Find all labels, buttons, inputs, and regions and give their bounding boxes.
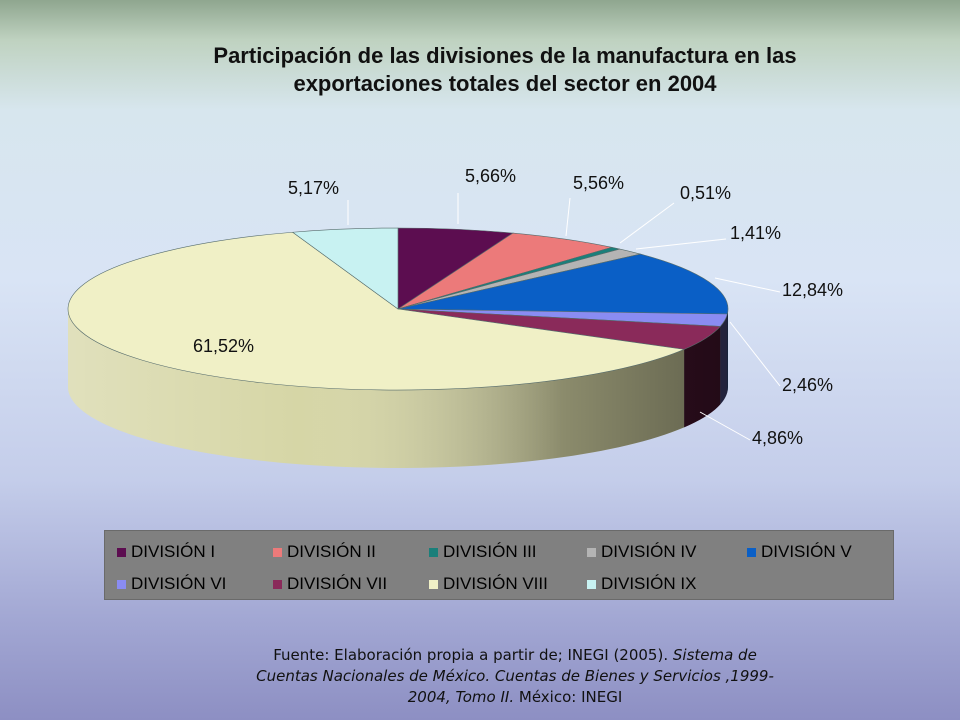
pie-data-labels: 5,66% 5,56% 0,51% 1,41% 12,84% 2,46% 4,86% 61,5… [193, 166, 843, 448]
legend-label: DIVISIÓN I [131, 542, 216, 561]
legend-item-division-i: DIVISIÓN I [117, 542, 215, 562]
pie-sides [68, 309, 728, 468]
data-label-division-ii: 5,56% [573, 173, 624, 193]
legend-item-division-vii: DIVISIÓN VII [273, 574, 387, 594]
legend-swatch [587, 579, 596, 589]
legend-swatch [273, 547, 282, 557]
leader-line-division-vii [699, 411, 751, 441]
legend-item-division-iv: DIVISIÓN IV [587, 542, 696, 562]
legend-swatch [117, 547, 126, 557]
chart-title-line-1: Participación de las divisiones de la ma… [213, 43, 797, 68]
pie-slice-division-v [397, 253, 729, 315]
leader-line-division-vi [729, 321, 781, 387]
legend-swatch [747, 547, 756, 557]
data-label-division-v: 12,84% [782, 280, 843, 300]
data-label-division-vi: 2,46% [782, 375, 833, 395]
legend-item-division-ix: DIVISIÓN IX [587, 574, 696, 594]
legend-swatch [429, 579, 438, 589]
chart-title: Participación de las divisiones de la ma… [120, 42, 890, 98]
legend: DIVISIÓN I DIVISIÓN II DIVISIÓN III DIVISIÓ… [104, 530, 894, 600]
legend-item-division-ii: DIVISIÓN II [273, 542, 376, 562]
data-label-division-i: 5,66% [465, 166, 516, 186]
leader-line-division-ii [565, 197, 571, 237]
data-label-division-iv: 1,41% [730, 223, 781, 243]
legend-swatch [273, 579, 282, 589]
legend-label: DIVISIÓN VIII [443, 574, 548, 593]
legend-label: DIVISIÓN IV [601, 542, 697, 561]
source-line3-b: México: INEGI [514, 688, 623, 706]
legend-swatch [117, 579, 126, 589]
data-label-division-vii: 4,86% [752, 428, 803, 448]
source-line1-b: Sistema de [672, 646, 757, 664]
source-line1-a: Fuente: Elaboración propia a partir de; … [273, 646, 673, 664]
legend-item-division-viii: DIVISIÓN VIII [429, 574, 548, 594]
pie-side-shading [68, 309, 728, 468]
leader-line-division-iii [619, 202, 675, 244]
pie-slice-division-ix [291, 227, 399, 310]
source-note: Fuente: Elaboración propia a partir de; … [180, 645, 850, 708]
legend-swatch [429, 547, 438, 557]
leader-line-division-v [714, 277, 781, 293]
source-line3-a: 2004, Tomo II. [407, 688, 515, 706]
legend-swatch [587, 547, 596, 557]
source-line2: Cuentas Nacionales de México. Cuentas de… [256, 667, 774, 685]
leader-line-division-iv [635, 238, 727, 250]
legend-item-division-v: DIVISIÓN V [747, 542, 852, 562]
data-label-division-viii: 61,52% [193, 336, 254, 356]
pie-slice-division-viii [67, 231, 686, 391]
legend-label: DIVISIÓN II [287, 542, 376, 561]
legend-label: DIVISIÓN V [761, 542, 852, 561]
legend-label: DIVISIÓN III [443, 542, 537, 561]
data-label-division-ix: 5,17% [288, 178, 339, 198]
pie-tops [67, 227, 729, 391]
legend-label: DIVISIÓN VI [131, 574, 227, 593]
legend-item-division-iii: DIVISIÓN III [429, 542, 537, 562]
data-label-division-iii: 0,51% [680, 183, 731, 203]
legend-label: DIVISIÓN IX [601, 574, 697, 593]
legend-item-division-vi: DIVISIÓN VI [117, 574, 226, 594]
chart-title-line-2: exportaciones totales del sector en 2004 [293, 71, 717, 96]
legend-label: DIVISIÓN VII [287, 574, 388, 593]
pie-leader-lines [347, 193, 781, 441]
